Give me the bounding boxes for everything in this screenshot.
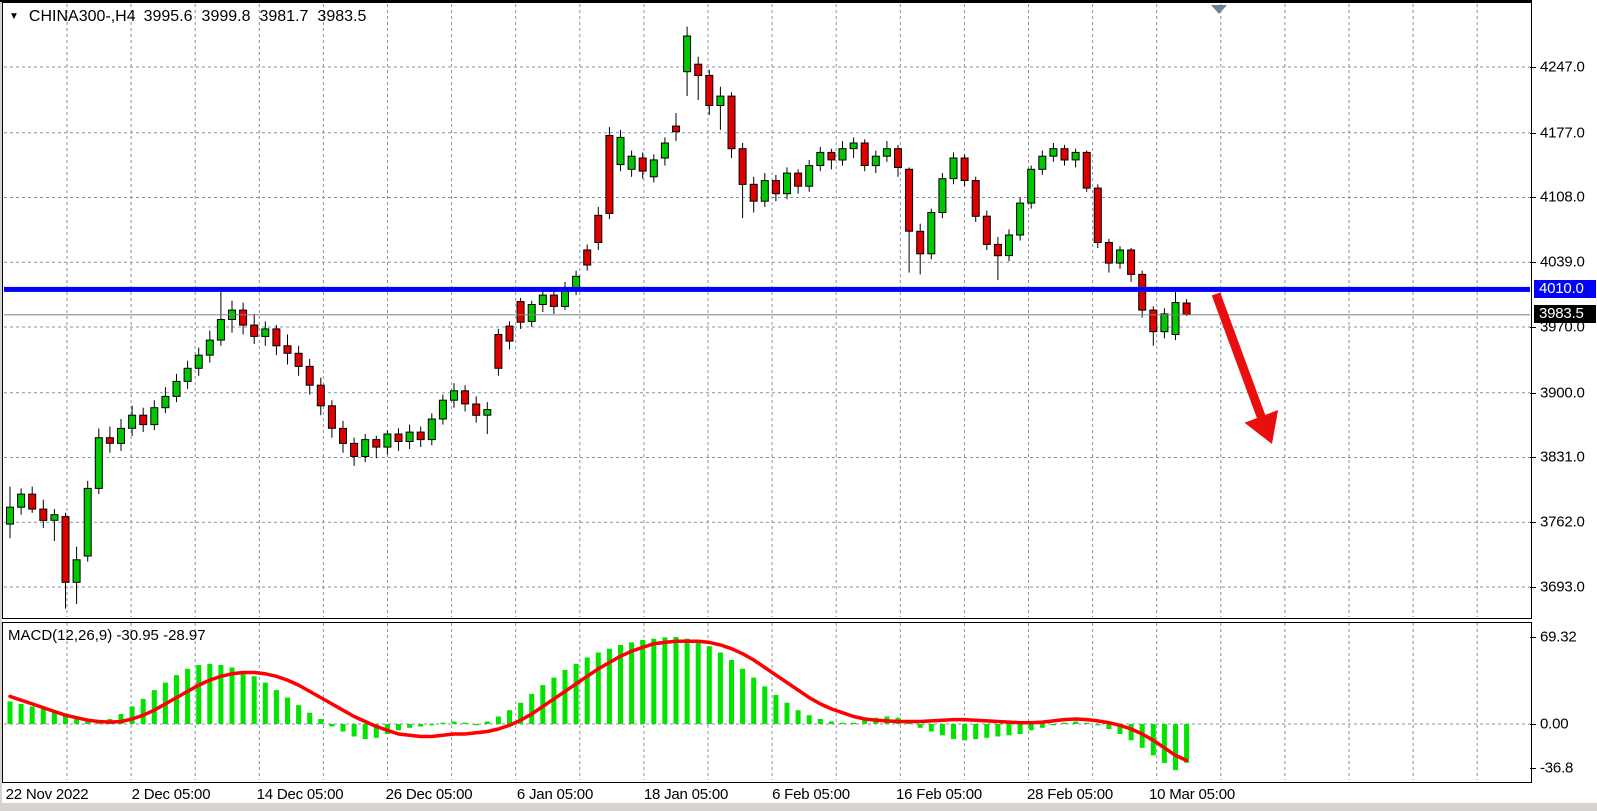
price-axis-label: 4108.0 (1540, 188, 1585, 206)
macd-indicator-label: MACD(12,26,9) -30.95 -28.97 (8, 627, 206, 644)
time-axis-label: 2 Dec 05:00 (131, 786, 211, 803)
price-tick-mark (1530, 197, 1536, 198)
macd-tick-mark (1530, 768, 1536, 769)
price-axis-label: 4247.0 (1540, 58, 1585, 76)
price-axis-label: 3900.0 (1540, 384, 1585, 402)
macd-axis-label: 69.32 (1540, 628, 1577, 646)
time-axis-label: 22 Nov 2022 (5, 786, 89, 803)
price-chart-canvas[interactable] (3, 3, 1530, 618)
price-axis-label: 3693.0 (1540, 578, 1585, 596)
time-axis-label: 18 Jan 05:00 (643, 786, 729, 803)
price-axis[interactable]: 4247.0 4177.0 4108.0 4039.0 3970.0 3900.0 3831… (1530, 0, 1597, 803)
macd-tick-mark (1530, 724, 1536, 725)
price-tick-mark (1530, 457, 1536, 458)
price-axis-label: 3762.0 (1540, 513, 1585, 531)
current-price-line (4, 314, 1530, 316)
quote-open: 3995.6 (143, 8, 193, 25)
macd-signal-line (8, 639, 1189, 763)
price-tick-mark (1530, 522, 1536, 523)
time-axis[interactable]: 22 Nov 2022 2 Dec 05:00 14 Dec 05:00 26 Dec… (2, 783, 1532, 803)
price-tick-mark (1530, 133, 1536, 134)
current-price-badge: 3983.5 (1534, 305, 1596, 323)
window-top-border (0, 0, 1597, 2)
ohlc-quote: 3995.6 3999.8 3981.7 3983.5 (144, 8, 367, 26)
macd-histogram-group (7, 637, 1190, 771)
support-line (4, 286, 1530, 292)
quote-close: 3983.5 (317, 8, 367, 25)
quote-high: 3999.8 (201, 8, 251, 25)
macd-axis-label: 0.00 (1540, 715, 1569, 733)
time-axis-label: 14 Dec 05:00 (256, 786, 344, 803)
symbol-dropdown-icon[interactable]: ▼ (9, 10, 19, 22)
chart-title: ▼ CHINA300-,H4 3995.6 3999.8 3981.7 3983.5 (9, 7, 366, 27)
candles-group (6, 26, 1191, 609)
price-tick-mark (1530, 587, 1536, 588)
price-tick-mark (1530, 67, 1536, 68)
chart-shift-marker-icon (1211, 5, 1227, 14)
macd-tick-mark (1530, 637, 1536, 638)
time-axis-label: 6 Feb 05:00 (772, 786, 850, 803)
macd-axis-label: -36.8 (1540, 759, 1574, 777)
price-tick-mark (1530, 327, 1536, 328)
time-axis-label: 10 Mar 05:00 (1149, 786, 1235, 803)
price-tick-mark (1530, 393, 1536, 394)
time-axis-label: 6 Jan 05:00 (516, 786, 594, 803)
quote-low: 3981.7 (259, 8, 309, 25)
price-axis-label: 3831.0 (1540, 448, 1585, 466)
price-axis-label: 4039.0 (1540, 253, 1585, 271)
symbol-timeframe-label: CHINA300-,H4 (28, 8, 136, 25)
price-axis-label: 4177.0 (1540, 124, 1585, 142)
price-tick-mark (1530, 262, 1536, 263)
down-arrow-annotation (1211, 292, 1279, 444)
indicator-pane-separator[interactable] (2, 618, 1532, 623)
time-axis-label: 28 Feb 05:00 (1026, 786, 1114, 803)
macd-indicator-canvas[interactable] (3, 623, 1530, 780)
time-axis-label: 26 Dec 05:00 (385, 786, 473, 803)
hline-price-badge: 4010.0 (1534, 280, 1596, 298)
time-axis-label: 16 Feb 05:00 (895, 786, 983, 803)
